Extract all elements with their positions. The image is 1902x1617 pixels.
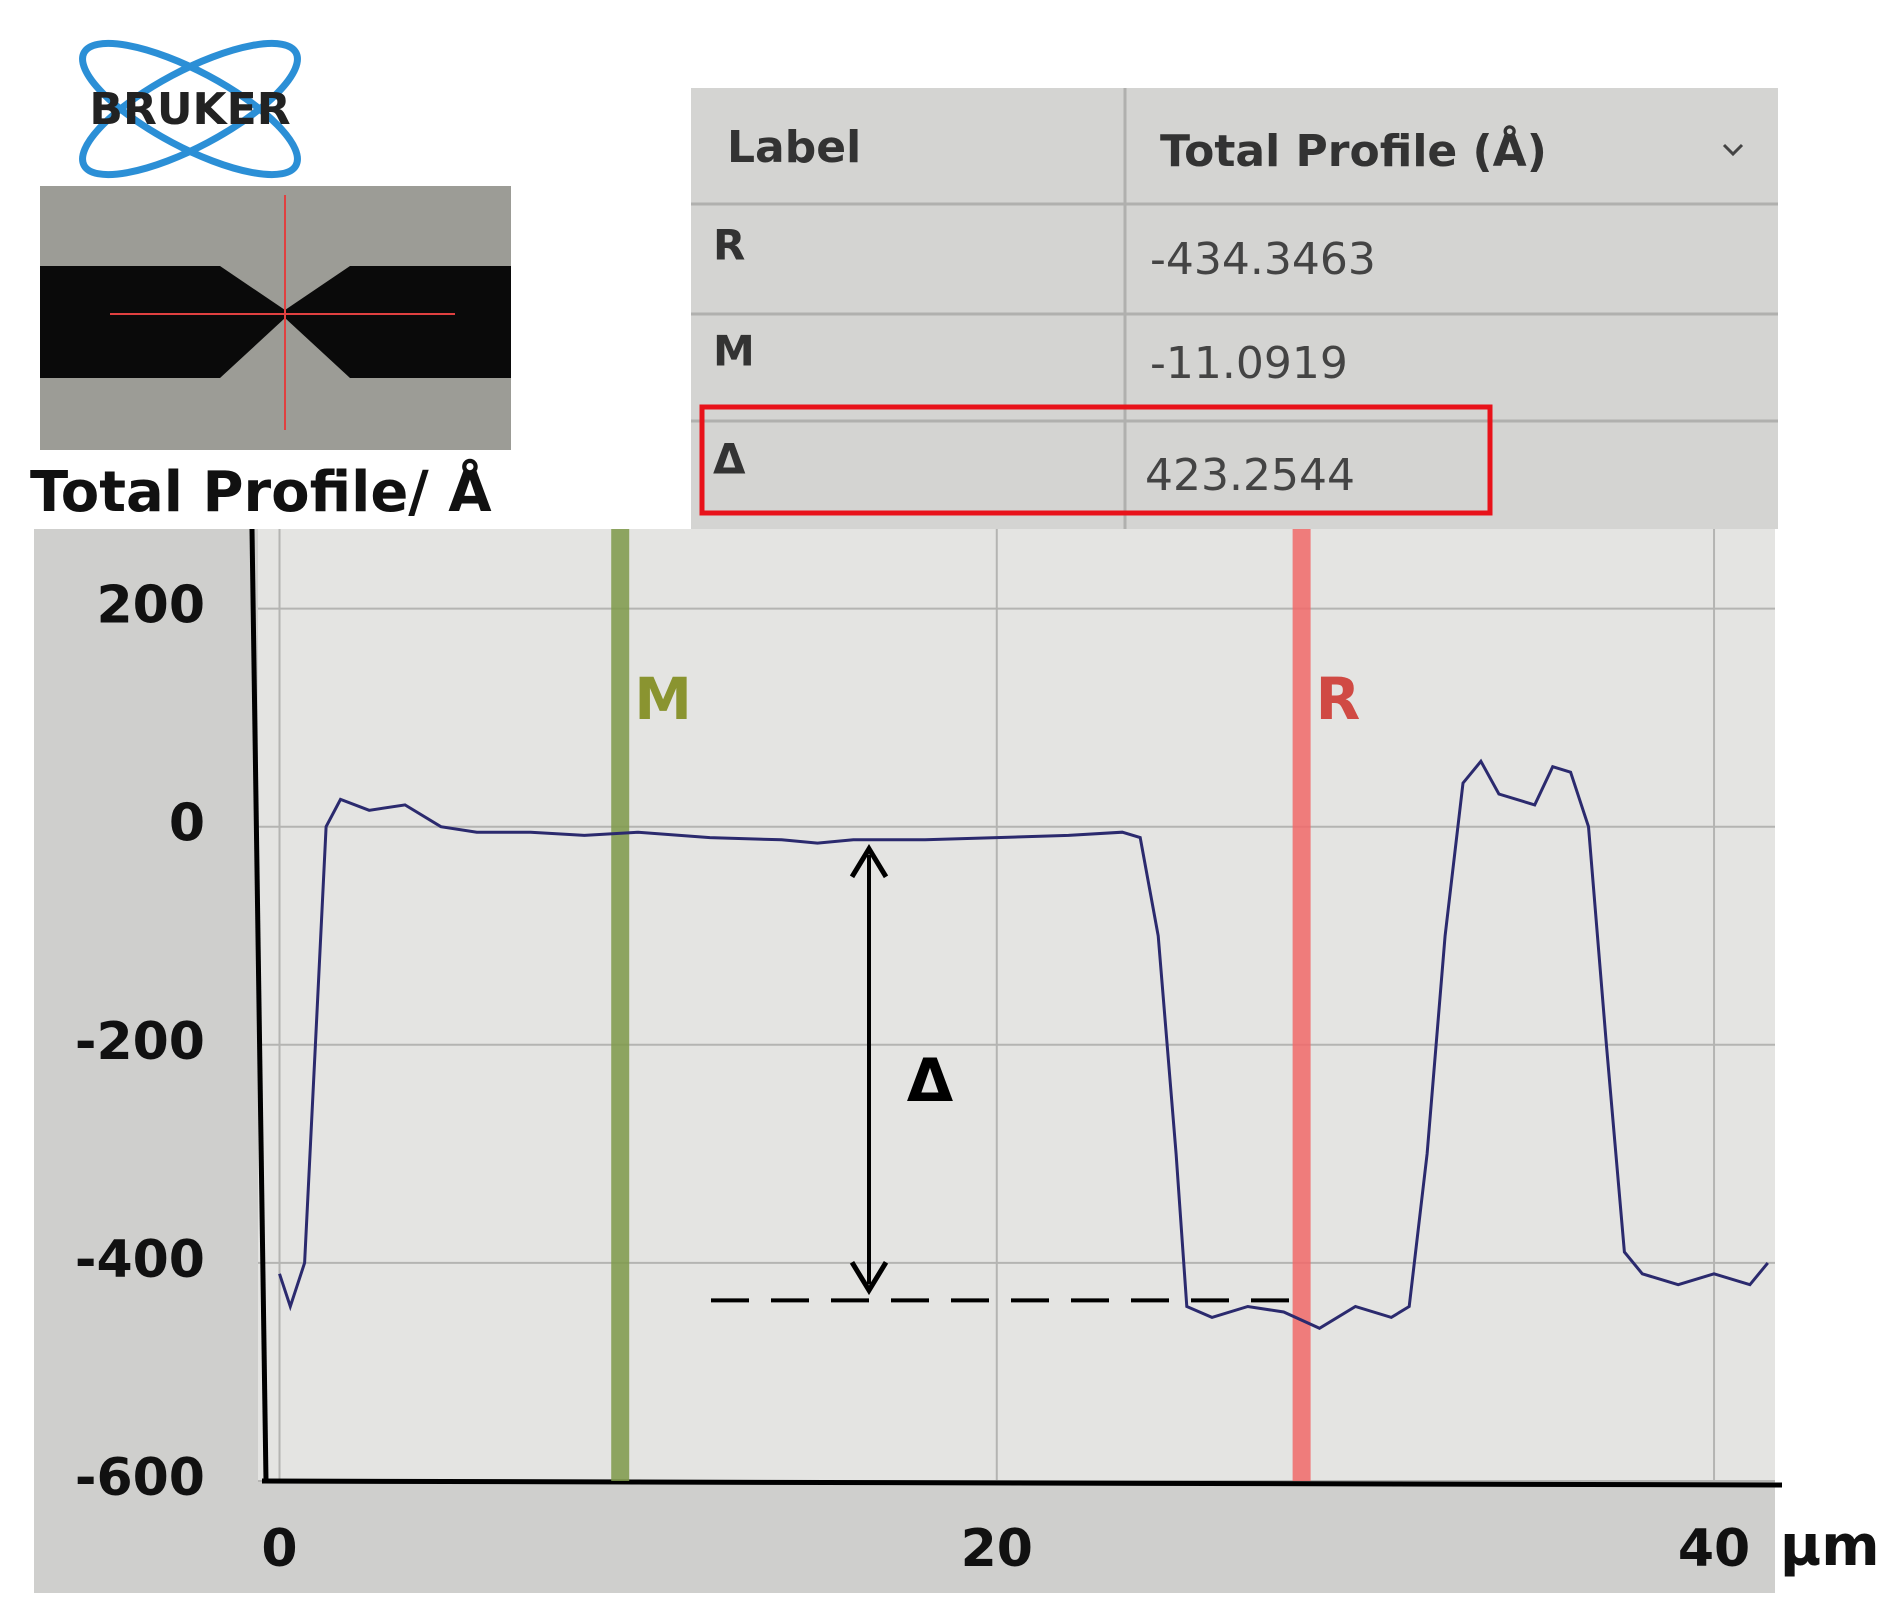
table-header[interactable]: Total Profile (Å) — [1160, 124, 1547, 177]
x-tick-label: 40 — [1678, 1519, 1750, 1579]
table-cell: 423.2544 — [1145, 450, 1355, 501]
logo-text: BRUKER — [89, 84, 290, 135]
arrow-head — [849, 1261, 889, 1296]
x-tick-label: 20 — [961, 1519, 1033, 1579]
table-bg — [691, 88, 1778, 529]
y-tick-label: -400 — [75, 1230, 205, 1290]
plot-area — [258, 529, 1775, 1481]
y-tick-label: 200 — [96, 576, 205, 636]
arrow-head — [849, 843, 889, 879]
plot: 200 0 -200 -400 -600 0 20 40 M R Δ — [75, 528, 1783, 1579]
table-cell: Δ — [713, 435, 746, 484]
profile-line — [278, 758, 1769, 1330]
table-cell: R — [713, 221, 745, 270]
x-axis-label: µm — [1780, 1514, 1880, 1579]
y-axis — [249, 528, 269, 1482]
x-axis — [261, 1478, 1783, 1488]
cursor-label: M — [634, 665, 692, 733]
logo-orbits — [79, 39, 301, 179]
sample-shape — [40, 266, 511, 378]
chart-title: Total Profile/ Å — [30, 459, 492, 525]
table-header: Label — [727, 122, 861, 173]
table-cell: M — [713, 327, 755, 376]
table-cell: -11.0919 — [1150, 338, 1348, 389]
measurement-table: Label Total Profile (Å) R -434.3463 M -1… — [691, 88, 1778, 529]
logo-box — [36, 36, 344, 182]
delta-annotation: Δ — [907, 1046, 954, 1116]
cursor-label: R — [1316, 665, 1361, 733]
x-tick-label: 0 — [261, 1519, 297, 1579]
dropdown-icon[interactable] — [1722, 143, 1744, 157]
table-grid — [691, 88, 1778, 529]
highlight-box — [699, 404, 1493, 516]
y-tick-label: -600 — [75, 1448, 205, 1508]
table-cell: -434.3463 — [1150, 234, 1376, 285]
y-tick-label: -200 — [75, 1012, 205, 1072]
y-tick-label: 0 — [169, 794, 205, 854]
crosshair — [110, 195, 455, 430]
